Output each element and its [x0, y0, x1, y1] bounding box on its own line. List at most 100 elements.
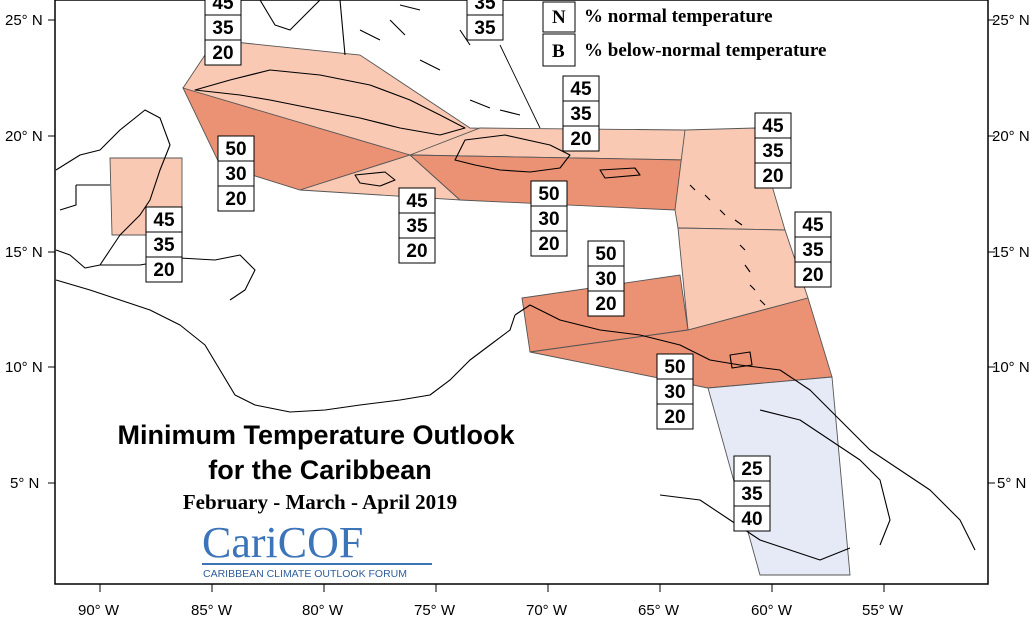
forecast-box-jamaica: 45 35 20 [398, 187, 436, 264]
lat-label: 20° N [5, 128, 43, 145]
map-title-line1: Minimum Temperature Outlook [117, 420, 515, 450]
forecast-value: 20 [664, 407, 685, 428]
forecast-cell [530, 205, 568, 232]
lat-label: 15° N [5, 244, 43, 261]
forecast-cell [562, 100, 600, 127]
forecast-value: 20 [538, 234, 559, 255]
forecast-cell [530, 230, 568, 257]
forecast-cell [754, 162, 792, 189]
lat-label: 10° N [5, 359, 43, 376]
lat-labels-left: 25° N 20° N 15° N 10° N 5° N [5, 12, 43, 492]
forecast-box-northern-leewards: 45 35 20 [562, 75, 600, 152]
forecast-box-bahamas-north-a: 45 35 20 [204, 0, 242, 66]
forecast-value: 35 [570, 104, 592, 125]
forecast-value: 30 [225, 164, 246, 185]
forecast-cell [398, 237, 436, 264]
forecast-value: 40 [741, 509, 762, 530]
forecast-value: 50 [225, 139, 246, 160]
forecast-value: 35 [212, 18, 234, 39]
forecast-value: 20 [762, 166, 783, 187]
lon-label: 75° W [414, 602, 456, 619]
lon-label: 60° W [751, 602, 793, 619]
forecast-cell [794, 261, 832, 288]
lon-label: 80° W [302, 602, 344, 619]
forecast-value: 45 [762, 116, 784, 137]
forecast-cell [656, 403, 694, 430]
forecast-cell [587, 265, 625, 292]
lon-label: 70° W [526, 602, 568, 619]
forecast-value: 45 [570, 79, 592, 100]
lat-labels-right: 25° N 20° N 15° N 10° N 5° N [992, 12, 1030, 492]
forecast-value: 20 [153, 260, 174, 281]
lat-label: 20° N [992, 128, 1030, 145]
forecast-cell [733, 455, 771, 482]
legend-key-box [542, 1, 576, 33]
forecast-value: 20 [406, 241, 427, 262]
forecast-value: 20 [570, 129, 591, 150]
forecast-box-hispaniola: 50 30 20 [530, 180, 568, 257]
forecast-value: 35 [741, 484, 763, 505]
forecast-cell [794, 211, 832, 238]
forecast-cell [562, 75, 600, 102]
forecast-cell [217, 185, 255, 212]
forecast-cell [754, 112, 792, 139]
forecast-value: 25 [741, 459, 763, 480]
legend-key: B [552, 41, 565, 62]
lon-label: 55° W [862, 602, 904, 619]
coastlines [55, 0, 976, 561]
legend-text: % below-normal temperature [584, 40, 826, 61]
caricof-logo: CariCOF CARIBBEAN CLIMATE OUTLOOK FORUM [202, 518, 432, 580]
logo-tagline: CARIBBEAN CLIMATE OUTLOOK FORUM [203, 568, 407, 580]
forecast-value: 45 [802, 215, 824, 236]
forecast-cell [587, 290, 625, 317]
legend: N % normal temperature B % below-normal … [542, 1, 826, 67]
forecast-box-belize: 45 35 20 [145, 206, 183, 283]
forecast-value: 20 [802, 265, 823, 286]
forecast-value: 50 [595, 244, 616, 265]
forecast-box-east-leewards: 45 35 20 [754, 112, 792, 189]
lon-label: 90° W [78, 602, 120, 619]
map-title-line2: for the Caribbean [208, 455, 432, 485]
forecast-box-guianas: 25 35 40 [733, 455, 771, 532]
forecast-value: 20 [212, 43, 233, 64]
lon-label: 65° W [638, 602, 680, 619]
forecast-cell [562, 125, 600, 152]
lat-label: 25° N [5, 12, 43, 29]
forecast-value: 30 [595, 269, 616, 290]
forecast-value: 35 [153, 235, 175, 256]
lat-label: 15° N [992, 244, 1030, 261]
forecast-cell [204, 39, 242, 66]
forecast-cell [466, 14, 504, 41]
forecast-value: 20 [225, 189, 246, 210]
forecast-cell [656, 353, 694, 380]
forecast-cell [794, 236, 832, 263]
forecast-value: 35 [406, 216, 428, 237]
forecast-box-west-cuba: 50 30 20 [217, 135, 255, 212]
lon-labels: 90° W 85° W 80° W 75° W 70° W 65° W 60° … [78, 602, 904, 619]
forecast-value: 35 [474, 18, 496, 39]
tick-marks [48, 19, 995, 592]
lon-label: 85° W [191, 602, 233, 619]
title-block: Minimum Temperature Outlook for the Cari… [117, 420, 515, 514]
forecast-value: 30 [538, 209, 559, 230]
forecast-value: 50 [664, 357, 685, 378]
lat-label: 5° N [997, 475, 1026, 492]
forecast-value: 20 [595, 294, 616, 315]
forecast-value: 45 [153, 210, 175, 231]
forecast-value: 50 [538, 184, 559, 205]
forecast-cell [530, 180, 568, 207]
lat-label: 25° N [992, 12, 1030, 29]
logo-underline [202, 563, 432, 565]
forecast-value: 45 [212, 0, 234, 14]
map-period: February - March - April 2019 [183, 490, 457, 514]
forecast-box-trinidad: 50 30 20 [656, 353, 694, 430]
forecast-cell [145, 231, 183, 258]
forecast-value: 45 [406, 191, 428, 212]
logo-wordmark: CariCOF [202, 518, 363, 567]
forecast-value: 35 [762, 141, 784, 162]
forecast-cell [733, 505, 771, 532]
forecast-cell [145, 256, 183, 283]
